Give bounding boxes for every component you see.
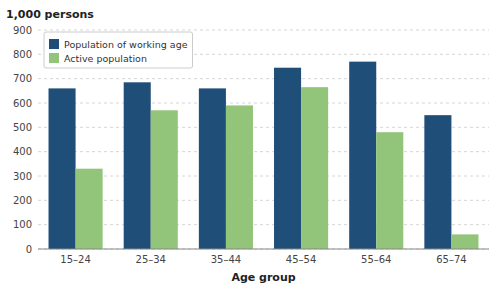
bar-series xyxy=(76,87,479,249)
bars xyxy=(49,62,479,249)
bar xyxy=(301,87,328,249)
bar xyxy=(124,82,151,249)
y-tick-label: 700 xyxy=(13,73,32,84)
chart-container: 0 100 200 300 400 500 600 700 800 900 15–24 25–34 35… xyxy=(0,0,499,289)
bar xyxy=(199,88,226,249)
bar xyxy=(76,169,103,249)
x-axis: 15–24 25–34 35–44 45–54 55–64 65–74 xyxy=(38,249,489,265)
bar xyxy=(274,68,301,249)
y-tick-label: 300 xyxy=(13,171,32,182)
bar xyxy=(349,62,376,249)
y-tick-label: 100 xyxy=(13,219,32,230)
grid-line xyxy=(38,127,489,128)
legend: Population of working age Active populati… xyxy=(44,32,193,68)
legend-label: Population of working age xyxy=(64,39,188,50)
bar xyxy=(451,234,478,249)
grid-line xyxy=(38,151,489,152)
grid-line xyxy=(38,30,489,31)
x-axis-label: Age group xyxy=(231,271,295,284)
y-tick-label: 200 xyxy=(13,195,32,206)
bar xyxy=(424,115,451,249)
y-tick-label: 600 xyxy=(13,98,32,109)
bar xyxy=(226,105,253,249)
x-axis-line xyxy=(38,249,489,250)
grid-line xyxy=(38,78,489,79)
grid-line xyxy=(38,103,489,104)
x-tick-label: 65–74 xyxy=(436,254,466,265)
y-tick-label: 0 xyxy=(26,244,32,255)
y-axis: 0 100 200 300 400 500 600 700 800 900 xyxy=(13,25,32,255)
y-tick-label: 400 xyxy=(13,146,32,157)
y-axis-label: 1,000 persons xyxy=(6,8,94,21)
background xyxy=(0,0,499,289)
bar xyxy=(151,110,178,249)
x-tick-label: 35–44 xyxy=(211,254,241,265)
bar xyxy=(376,132,403,249)
y-grid xyxy=(38,30,489,249)
grid-line xyxy=(38,224,489,225)
y-tick-label: 500 xyxy=(13,122,32,133)
x-tick-label: 45–54 xyxy=(286,254,316,265)
grid-line xyxy=(38,176,489,177)
x-tick-label: 15–24 xyxy=(60,254,90,265)
legend-box xyxy=(44,32,193,68)
grid-line xyxy=(38,200,489,201)
x-tick-label: 25–34 xyxy=(136,254,166,265)
chart-svg: 0 100 200 300 400 500 600 700 800 900 15–24 25–34 35… xyxy=(0,0,499,289)
x-tick-label: 55–64 xyxy=(361,254,391,265)
bar-series xyxy=(49,62,452,249)
y-tick-label: 800 xyxy=(13,49,32,60)
legend-label: Active population xyxy=(64,53,147,64)
grid-line xyxy=(38,249,489,250)
bar xyxy=(49,88,76,249)
legend-swatch xyxy=(49,53,59,63)
legend-swatch xyxy=(49,39,59,49)
y-tick-label: 900 xyxy=(13,25,32,36)
